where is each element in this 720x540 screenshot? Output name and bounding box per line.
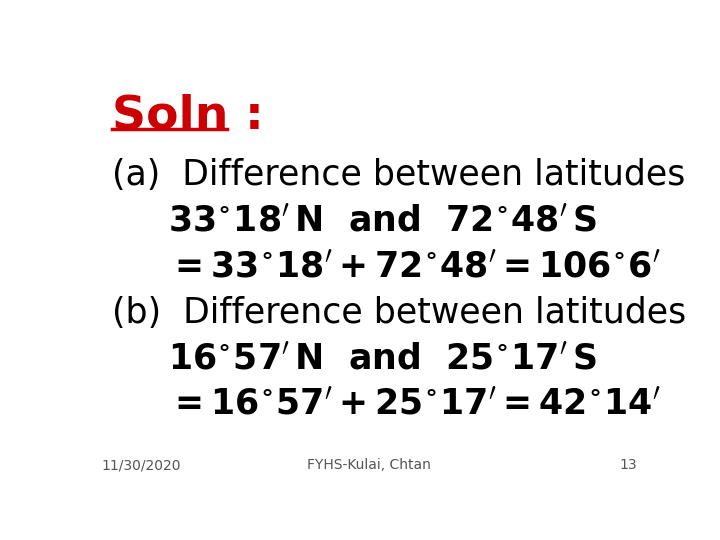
Text: FYHS-Kulai, Chtan: FYHS-Kulai, Chtan xyxy=(307,458,431,472)
Text: $\mathbf{= 16^{\circ}57' + 25^{\circ}17' = 42^{\circ}14'}$: $\mathbf{= 16^{\circ}57' + 25^{\circ}17'… xyxy=(168,387,661,421)
Text: Soln :: Soln : xyxy=(112,94,264,139)
Text: 11/30/2020: 11/30/2020 xyxy=(101,458,181,472)
Text: $\mathbf{= 33^{\circ}18' + 72^{\circ}48' = 106^{\circ}6'}$: $\mathbf{= 33^{\circ}18' + 72^{\circ}48'… xyxy=(168,250,661,284)
Text: 13: 13 xyxy=(619,458,637,472)
Text: (a)  Difference between latitudes: (a) Difference between latitudes xyxy=(112,158,685,192)
Text: (b)  Difference between latitudes: (b) Difference between latitudes xyxy=(112,295,687,329)
Text: $\mathbf{33^{\circ}18'\,}$$\mathit{\mathbf{N}}$  $\mathit{\mathbf{and}}$  $\math: $\mathbf{33^{\circ}18'\,}$$\mathit{\math… xyxy=(168,204,597,238)
Text: $\mathbf{16^{\circ}57'\,}$$\mathit{\mathbf{N}}$  $\mathit{\mathbf{and}}$  $\math: $\mathbf{16^{\circ}57'\,}$$\mathit{\math… xyxy=(168,341,597,375)
